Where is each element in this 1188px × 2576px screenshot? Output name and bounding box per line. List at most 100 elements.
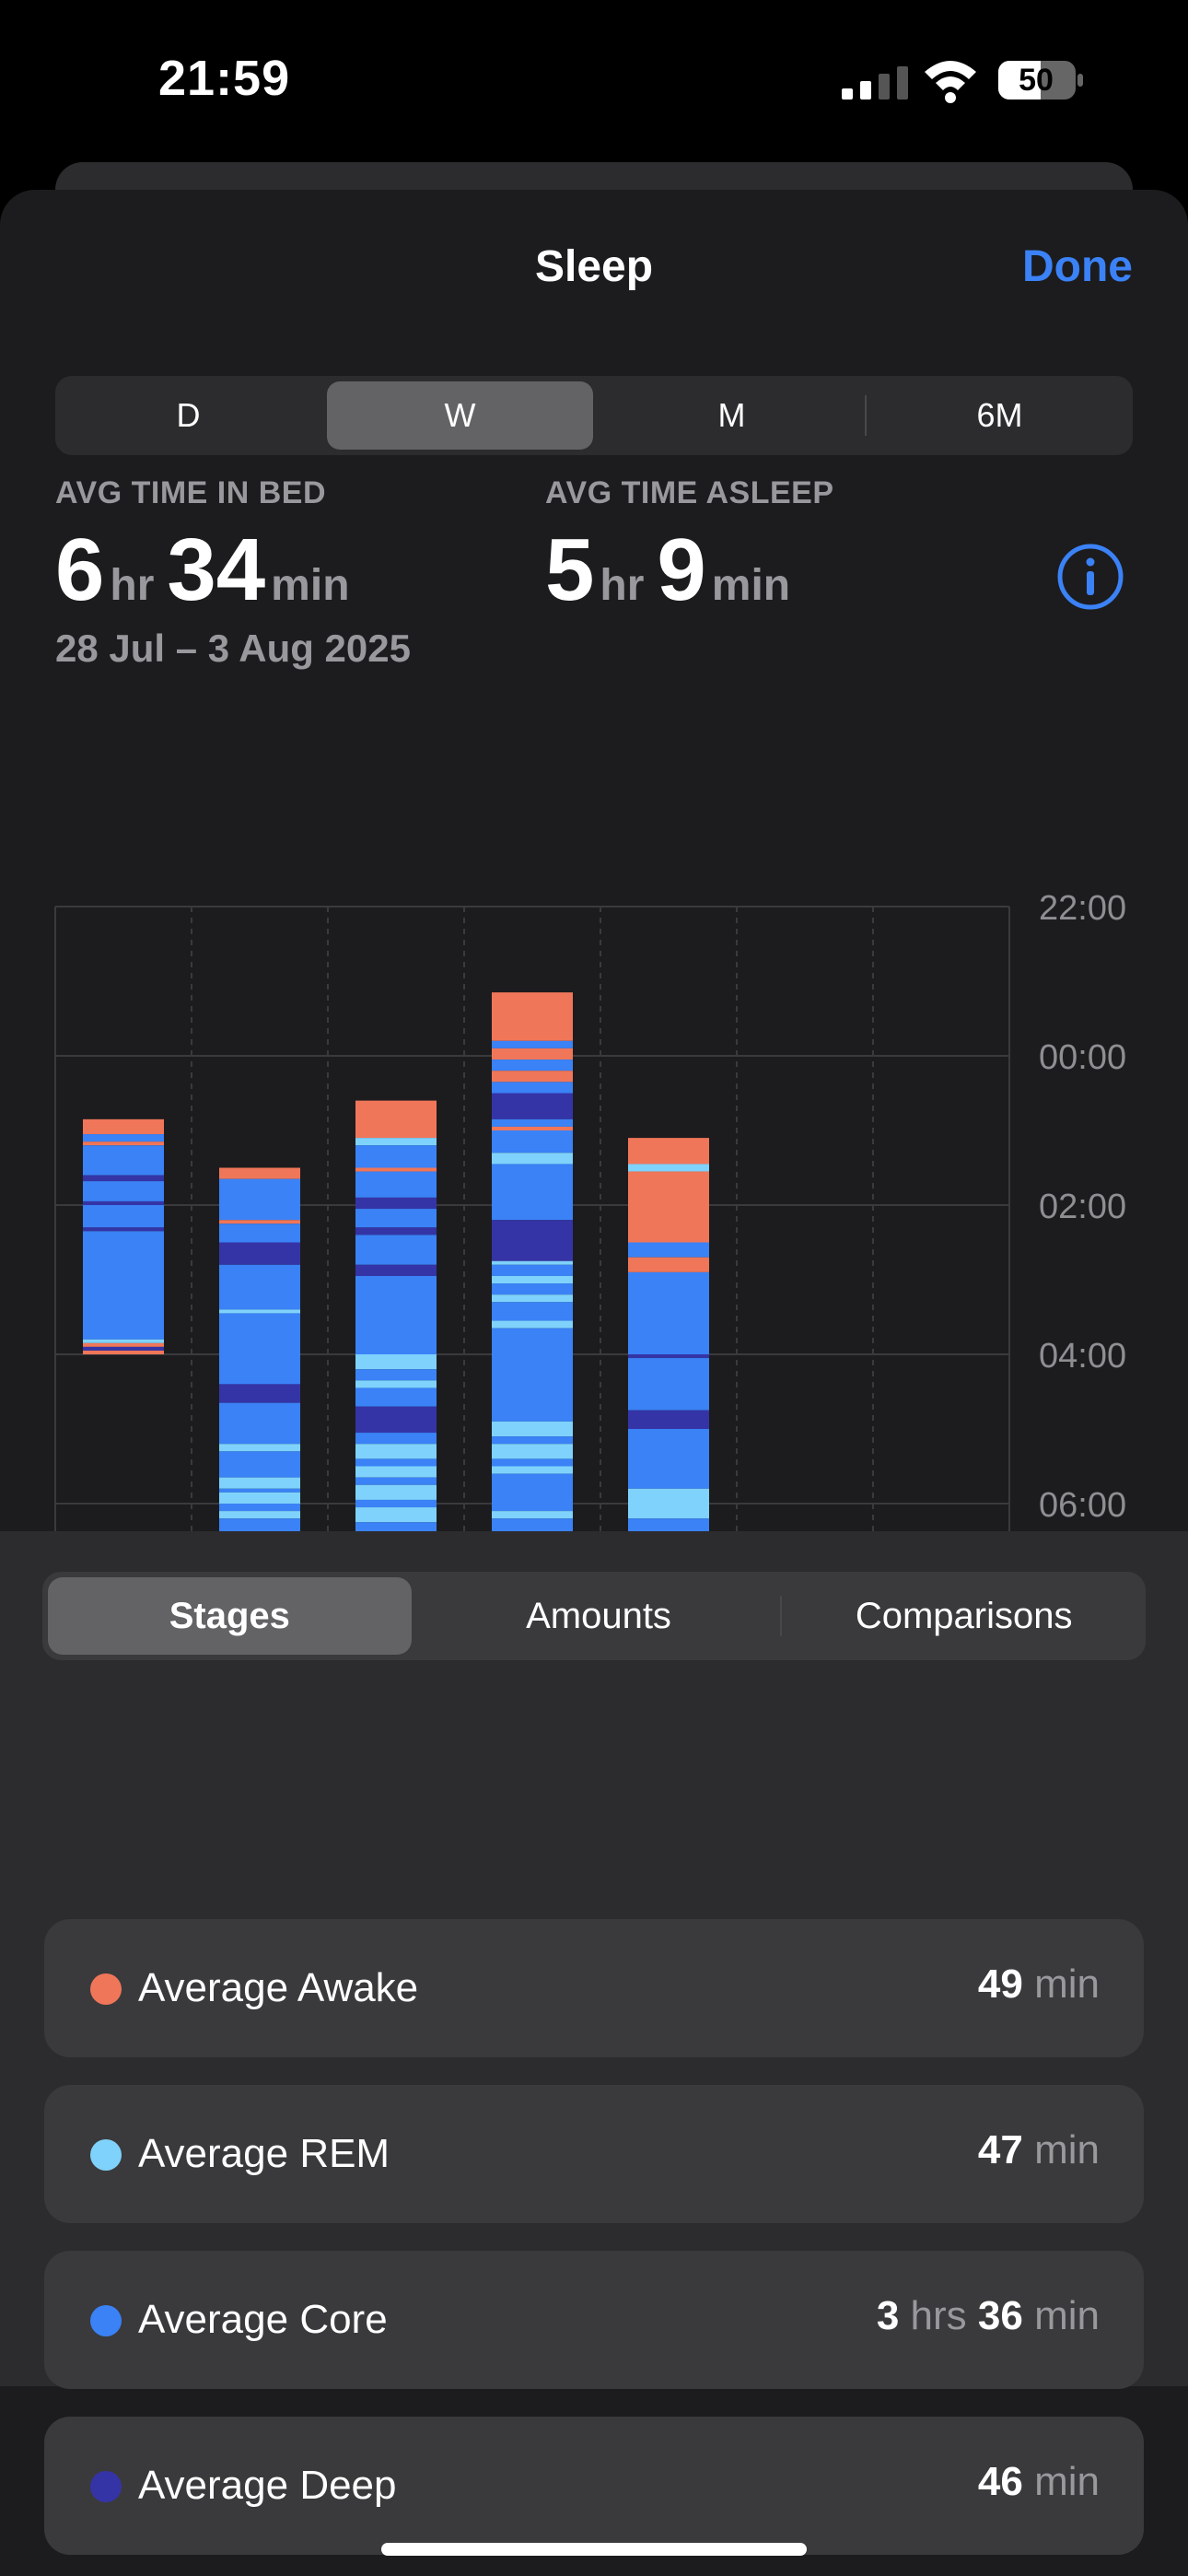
sleep-segment-deep bbox=[492, 1093, 573, 1119]
stage-card-awake[interactable]: Average Awake 49 min bbox=[44, 1919, 1144, 2057]
sleep-segment-rem bbox=[355, 1507, 437, 1523]
home-indicator bbox=[381, 2543, 807, 2556]
tab-stages[interactable]: Stages bbox=[48, 1577, 412, 1655]
sleep-segment-deep bbox=[355, 1227, 437, 1235]
sleep-segment-core bbox=[628, 1242, 709, 1258]
sleep-segment-deep bbox=[83, 1227, 164, 1232]
sleep-segment-awake bbox=[492, 1071, 573, 1083]
page-title: Sleep bbox=[534, 242, 654, 291]
done-button[interactable]: Done bbox=[1022, 242, 1133, 291]
value-unit: min bbox=[1034, 2293, 1100, 2338]
sleep-segment-rem bbox=[355, 1354, 437, 1370]
stage-value: 49 min bbox=[978, 1961, 1100, 2008]
sleep-segment-awake bbox=[628, 1171, 709, 1243]
sleep-segment-awake bbox=[219, 1167, 300, 1179]
sleep-segment-rem bbox=[492, 1444, 573, 1459]
sleep-segment-core bbox=[355, 1477, 437, 1485]
sleep-segment-awake bbox=[83, 1350, 164, 1354]
sleep-segment-rem bbox=[492, 1260, 573, 1265]
tab-amounts[interactable]: Amounts bbox=[526, 1595, 671, 1636]
sleep-segment-core bbox=[628, 1271, 709, 1354]
stage-name: Average REM bbox=[138, 2131, 390, 2176]
stage-card-deep[interactable]: Average Deep 46 min bbox=[44, 2417, 1144, 2555]
sleep-segment-core bbox=[355, 1145, 437, 1168]
sleep-segment-rem bbox=[83, 1339, 164, 1343]
sleep-segment-core bbox=[492, 1060, 573, 1071]
value-unit: hrs bbox=[910, 2293, 967, 2338]
sleep-segment-awake bbox=[628, 1257, 709, 1272]
asleep-hours: 5 bbox=[545, 521, 595, 619]
sleep-segment-core bbox=[355, 1388, 437, 1407]
tab-day[interactable]: D bbox=[176, 396, 201, 434]
stage-value: 47 min bbox=[978, 2127, 1100, 2173]
value-number: 49 bbox=[977, 1961, 1023, 2007]
value-number: 46 bbox=[977, 2459, 1023, 2504]
sleep-segment-rem bbox=[219, 1492, 300, 1504]
sleep-segment-core bbox=[492, 1473, 573, 1512]
awake-color-dot bbox=[90, 1973, 122, 2005]
sleep-segment-deep bbox=[355, 1264, 437, 1276]
sleep-segment-deep bbox=[492, 1220, 573, 1261]
status-bar: 21:59 50 bbox=[0, 0, 1188, 175]
sleep-segment-deep bbox=[219, 1242, 300, 1265]
sleep-segment-rem bbox=[219, 1477, 300, 1489]
sleep-segment-deep bbox=[83, 1346, 164, 1351]
sleep-segment-awake bbox=[83, 1342, 164, 1347]
sleep-segment-awake bbox=[355, 1167, 437, 1172]
bed-minutes: 34 bbox=[167, 521, 266, 619]
sleep-segment-rem bbox=[628, 1164, 709, 1172]
sleep-segment-rem bbox=[628, 1488, 709, 1519]
bed-hours-unit: hr bbox=[110, 561, 155, 610]
sleep-segment-awake bbox=[83, 1142, 164, 1146]
sleep-segment-core bbox=[219, 1178, 300, 1221]
sleep-segment-rem bbox=[492, 1511, 573, 1519]
stage-name: Average Awake bbox=[138, 1965, 419, 2010]
sleep-segment-core bbox=[355, 1275, 437, 1354]
sleep-segment-core bbox=[492, 1118, 573, 1127]
bed-hours: 6 bbox=[55, 521, 105, 619]
stage-card-rem[interactable]: Average REM 47 min bbox=[44, 2085, 1144, 2223]
sleep-segment-core bbox=[492, 1082, 573, 1094]
y-tick-label: 06:00 bbox=[1039, 1486, 1126, 1525]
sleep-segment-rem bbox=[355, 1380, 437, 1388]
tab-comparisons[interactable]: Comparisons bbox=[855, 1595, 1073, 1636]
period-segmented-control: D W M 6M bbox=[55, 376, 1133, 455]
sleep-segment-deep bbox=[355, 1197, 437, 1210]
sleep-segment-core bbox=[355, 1235, 437, 1265]
sleep-segment-deep bbox=[83, 1175, 164, 1182]
sleep-segment-awake bbox=[492, 1126, 573, 1130]
rem-color-dot bbox=[90, 2139, 122, 2171]
sleep-segment-rem bbox=[219, 1511, 300, 1519]
sleep-segment-rem bbox=[492, 1320, 573, 1329]
sleep-segment-rem bbox=[355, 1444, 437, 1459]
tab-six-months[interactable]: 6M bbox=[976, 396, 1023, 434]
sleep-segment-core bbox=[492, 1302, 573, 1321]
sleep-segment-core bbox=[628, 1358, 709, 1411]
asleep-hours-unit: hr bbox=[600, 561, 645, 610]
info-icon[interactable] bbox=[1055, 542, 1125, 612]
bed-minutes-unit: min bbox=[271, 561, 350, 610]
deep-color-dot bbox=[90, 2471, 122, 2502]
sleep-segment-rem bbox=[492, 1466, 573, 1474]
value-unit: min bbox=[1034, 2459, 1100, 2504]
value-unit: min bbox=[1034, 1961, 1100, 2007]
sleep-segment-core bbox=[219, 1313, 300, 1385]
segment-divider bbox=[780, 1596, 783, 1636]
sleep-segment-core bbox=[492, 1458, 573, 1467]
avg-time-in-bed-value: 6 hr 34 min bbox=[55, 520, 363, 621]
stage-card-core[interactable]: Average Core 3 hrs 36 min bbox=[44, 2251, 1144, 2389]
sleep-segment-core bbox=[83, 1205, 164, 1228]
sleep-segment-core bbox=[492, 1264, 573, 1276]
tab-week[interactable]: W bbox=[327, 381, 593, 450]
avg-time-in-bed-label: AVG TIME IN BED bbox=[55, 475, 326, 510]
tab-month[interactable]: M bbox=[717, 396, 746, 434]
sleep-segment-core bbox=[83, 1231, 164, 1340]
sleep-segment-core bbox=[355, 1171, 437, 1198]
sleep-segment-rem bbox=[219, 1444, 300, 1452]
sleep-segment-awake bbox=[492, 992, 573, 1041]
segment-divider bbox=[865, 395, 867, 436]
sleep-segment-core bbox=[355, 1458, 437, 1467]
avg-time-asleep-label: AVG TIME ASLEEP bbox=[545, 475, 834, 510]
value-number: 47 bbox=[977, 2127, 1023, 2172]
core-color-dot bbox=[90, 2305, 122, 2336]
